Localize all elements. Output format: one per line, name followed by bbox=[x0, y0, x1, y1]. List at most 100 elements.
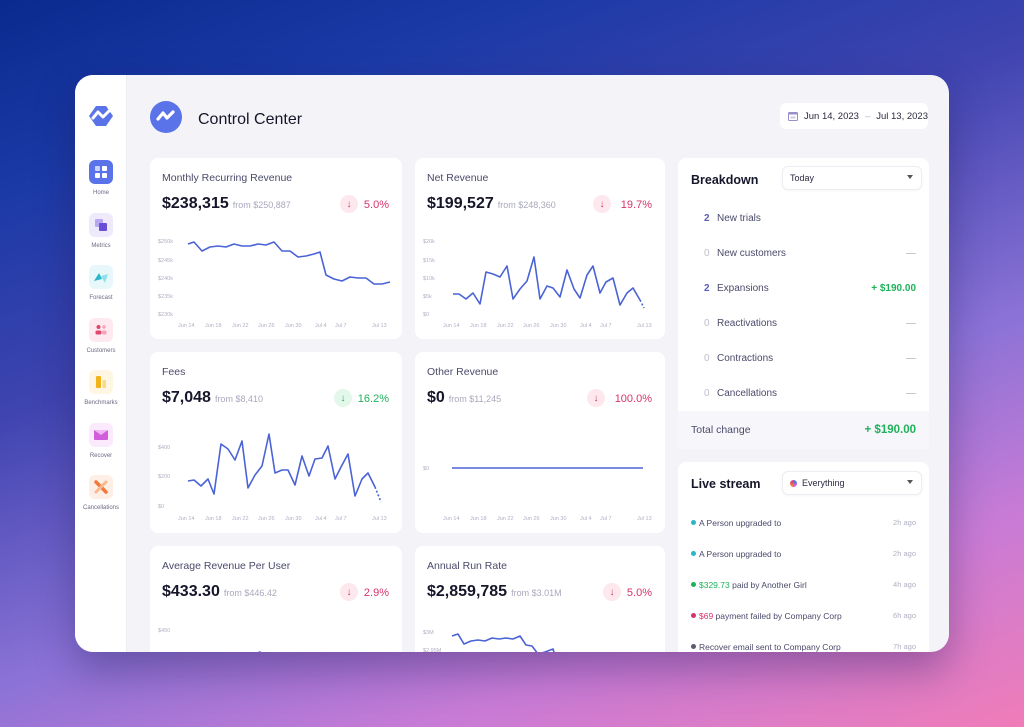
sidebar-item-label: Home bbox=[92, 190, 109, 196]
sidebar-item-recover[interactable]: Recover bbox=[75, 423, 127, 459]
sidebar-item-label: Cancellations bbox=[82, 505, 120, 511]
svg-text:Jun 22: Jun 22 bbox=[497, 516, 514, 522]
svg-text:Jul 4: Jul 4 bbox=[315, 323, 327, 329]
arrow-down-icon: ↓ bbox=[587, 389, 605, 407]
filter-color-icon bbox=[790, 479, 797, 487]
chevron-down-icon bbox=[907, 175, 913, 179]
svg-text:Jul 4: Jul 4 bbox=[580, 323, 592, 329]
svg-text:Jun 18: Jun 18 bbox=[205, 323, 222, 329]
metric-card-arpu[interactable]: Average Revenue Per User $433.30 from $44… bbox=[150, 546, 402, 652]
svg-text:Jun 22: Jun 22 bbox=[497, 323, 514, 329]
svg-text:Jun 18: Jun 18 bbox=[470, 516, 487, 522]
card-from-value: from $11,245 bbox=[448, 394, 502, 404]
breakdown-count: 0 bbox=[704, 353, 710, 364]
envelope-icon bbox=[89, 423, 113, 447]
sidebar-item-cancellations[interactable]: Cancellations bbox=[75, 475, 127, 511]
sidebar-item-forecast[interactable]: Forecast bbox=[75, 265, 127, 301]
svg-text:Jun 26: Jun 26 bbox=[523, 516, 540, 522]
card-from-value: from $3.01M bbox=[511, 588, 562, 598]
metric-card-net-revenue[interactable]: Net Revenue $199,527 from $248,360 ↓ 19.7… bbox=[415, 158, 665, 339]
event-description: A Person upgraded to bbox=[699, 548, 782, 559]
breakdown-amount: + $190.00 bbox=[871, 283, 916, 294]
date-range-separator: – bbox=[864, 110, 871, 122]
breakdown-row-expansions[interactable]: 2 Expansions + $190.00 bbox=[678, 271, 929, 306]
date-range-end: Jul 13, 2023 bbox=[876, 110, 928, 122]
sidebar-item-benchmarks[interactable]: Benchmarks bbox=[75, 370, 127, 406]
live-stream-event[interactable]: A Person upgraded to 2h ago bbox=[678, 507, 929, 538]
breakdown-panel: Breakdown Today 2 New trials 0 New custo… bbox=[678, 158, 929, 449]
live-stream-event[interactable]: $69 payment failed by Company Corp 6h ag… bbox=[678, 600, 929, 631]
svg-text:Jun 30: Jun 30 bbox=[285, 323, 302, 329]
svg-text:Jun 14: Jun 14 bbox=[178, 516, 195, 522]
live-stream-event[interactable]: Recover email sent to Company Corp 7h ag… bbox=[678, 631, 929, 652]
svg-text:Jul 7: Jul 7 bbox=[335, 516, 347, 522]
breakdown-row-cancellations[interactable]: 0 Cancellations bbox=[678, 376, 929, 411]
change-percent: 16.2% bbox=[357, 393, 389, 405]
breakdown-label: New trials bbox=[717, 213, 761, 224]
arrow-down-icon: ↓ bbox=[603, 583, 621, 601]
metric-card-other-revenue[interactable]: Other Revenue $0 from $11,245 ↓ 100.0% $0… bbox=[415, 352, 665, 533]
card-title: Other Revenue bbox=[427, 366, 499, 378]
breakdown-label: New customers bbox=[717, 248, 786, 259]
metric-card-mrr[interactable]: Monthly Recurring Revenue $238,315 from $… bbox=[150, 158, 402, 339]
card-value: $2,859,785 from $3.01M bbox=[427, 583, 562, 601]
card-from-value: from $248,360 bbox=[497, 200, 556, 210]
card-value-amount: $7,048 bbox=[162, 389, 211, 406]
svg-text:Jun 18: Jun 18 bbox=[205, 516, 222, 522]
breakdown-count: 2 bbox=[704, 213, 710, 224]
forecast-icon bbox=[89, 265, 113, 289]
total-change-label: Total change bbox=[691, 424, 751, 436]
change-percent: 5.0% bbox=[626, 587, 652, 599]
breakdown-row-reactivations[interactable]: 0 Reactivations bbox=[678, 306, 929, 341]
breakdown-label: Cancellations bbox=[717, 388, 778, 399]
event-text: $329.73 paid by Another Girl bbox=[699, 580, 893, 590]
svg-text:Jul 13: Jul 13 bbox=[372, 323, 387, 329]
event-time: 2h ago bbox=[893, 518, 916, 527]
sidebar-item-metrics[interactable]: Metrics bbox=[75, 213, 127, 249]
event-amount: $329.73 bbox=[699, 579, 730, 590]
live-stream-filter-select[interactable]: Everything bbox=[782, 471, 922, 495]
svg-text:Jul 4: Jul 4 bbox=[580, 516, 592, 522]
event-time: 4h ago bbox=[893, 580, 916, 589]
svg-text:Jun 26: Jun 26 bbox=[258, 323, 275, 329]
sidebar-item-customers[interactable]: Customers bbox=[75, 318, 127, 354]
chevron-down-icon bbox=[907, 480, 913, 484]
card-value: $199,527 from $248,360 bbox=[427, 195, 556, 213]
event-description: paid by Another Girl bbox=[729, 579, 807, 590]
breakdown-label: Expansions bbox=[717, 283, 769, 294]
metric-card-fees[interactable]: Fees $7,048 from $8,410 ↓ 16.2% $400 $200 $… bbox=[150, 352, 402, 533]
event-description: Recover email sent to Company Corp bbox=[699, 641, 841, 652]
change-percent: 2.9% bbox=[363, 587, 389, 599]
breakdown-label: Reactivations bbox=[717, 318, 778, 329]
app-logo-icon[interactable] bbox=[88, 103, 114, 129]
card-title: Fees bbox=[162, 366, 186, 378]
date-range-picker[interactable]: Jun 14, 2023 – Jul 13, 2023 bbox=[780, 103, 928, 129]
svg-text:Jun 22: Jun 22 bbox=[232, 516, 249, 522]
svg-text:Jul 7: Jul 7 bbox=[600, 516, 612, 522]
empty-dash bbox=[906, 393, 916, 394]
sidebar-item-home[interactable]: Home bbox=[75, 160, 127, 196]
svg-text:Jun 26: Jun 26 bbox=[523, 323, 540, 329]
live-stream-event[interactable]: $329.73 paid by Another Girl 4h ago bbox=[678, 569, 929, 600]
svg-text:Jul 13: Jul 13 bbox=[372, 516, 387, 522]
breakdown-period-select[interactable]: Today bbox=[782, 166, 922, 190]
breakdown-row-contractions[interactable]: 0 Contractions bbox=[678, 341, 929, 376]
breakdown-row-new-trials[interactable]: 2 New trials bbox=[678, 201, 929, 236]
card-value: $7,048 from $8,410 bbox=[162, 389, 263, 407]
svg-text:$0: $0 bbox=[423, 466, 429, 472]
card-title: Monthly Recurring Revenue bbox=[162, 172, 293, 184]
breakdown-title: Breakdown bbox=[691, 173, 759, 187]
event-dot-icon bbox=[691, 613, 696, 618]
event-amount: $69 bbox=[699, 610, 714, 621]
metric-card-arr[interactable]: Annual Run Rate $2,859,785 from $3.01M ↓ … bbox=[415, 546, 665, 652]
svg-text:Jun 14: Jun 14 bbox=[443, 516, 460, 522]
live-stream-event[interactable]: A Person upgraded to 2h ago bbox=[678, 538, 929, 569]
page-title: Control Center bbox=[198, 111, 303, 128]
cancel-icon bbox=[89, 475, 113, 499]
live-stream-title: Live stream bbox=[691, 477, 761, 491]
card-value: $238,315 from $250,887 bbox=[162, 195, 291, 213]
date-range-start: Jun 14, 2023 bbox=[804, 110, 859, 122]
event-text: Recover email sent to Company Corp bbox=[699, 642, 893, 652]
sidebar-item-label: Benchmarks bbox=[84, 400, 118, 406]
breakdown-row-new-customers[interactable]: 0 New customers bbox=[678, 236, 929, 271]
